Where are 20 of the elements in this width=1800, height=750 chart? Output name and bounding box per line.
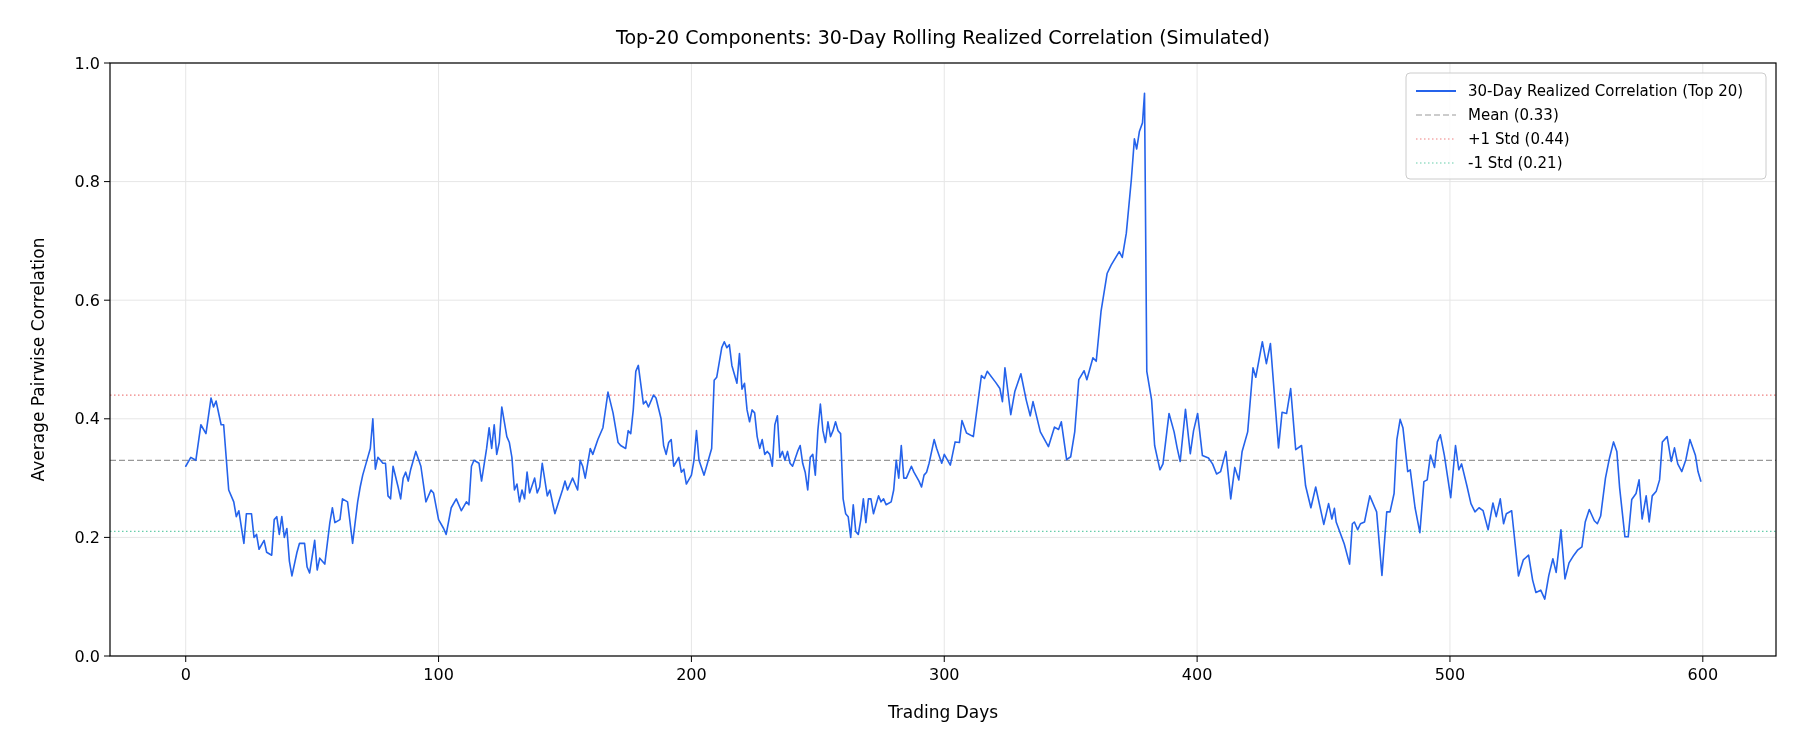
y-tick-label: 0.0 — [74, 646, 100, 666]
legend-label: 30-Day Realized Correlation (Top 20) — [1468, 82, 1744, 101]
chart-title: Top-20 Components: 30-Day Rolling Realized Correlation (Simulated) — [615, 26, 1270, 48]
y-tick-label: 0.2 — [74, 528, 100, 547]
x-axis-title: Trading Days — [886, 702, 999, 722]
legend-label: +1 Std (0.44) — [1468, 130, 1570, 149]
x-tick-label: 0 — [180, 665, 191, 684]
legend-label: -1 Std (0.21) — [1468, 154, 1563, 173]
y-axis-title: Average Pairwise Correlation — [28, 237, 48, 482]
y-tick-label: 0.4 — [74, 409, 100, 429]
x-tick-label: 500 — [1434, 665, 1466, 684]
x-tick-label: 300 — [928, 665, 960, 684]
x-tick-label: 600 — [1687, 665, 1719, 684]
x-tick-label: 400 — [1181, 665, 1213, 684]
y-tick-label: 0.8 — [74, 172, 100, 192]
x-tick-label: 200 — [676, 665, 707, 684]
y-tick-label: 0.6 — [74, 290, 100, 310]
y-tick-label: 1.0 — [74, 53, 100, 73]
x-tick-label: 100 — [423, 665, 454, 684]
legend-label: Mean (0.33) — [1468, 106, 1559, 125]
